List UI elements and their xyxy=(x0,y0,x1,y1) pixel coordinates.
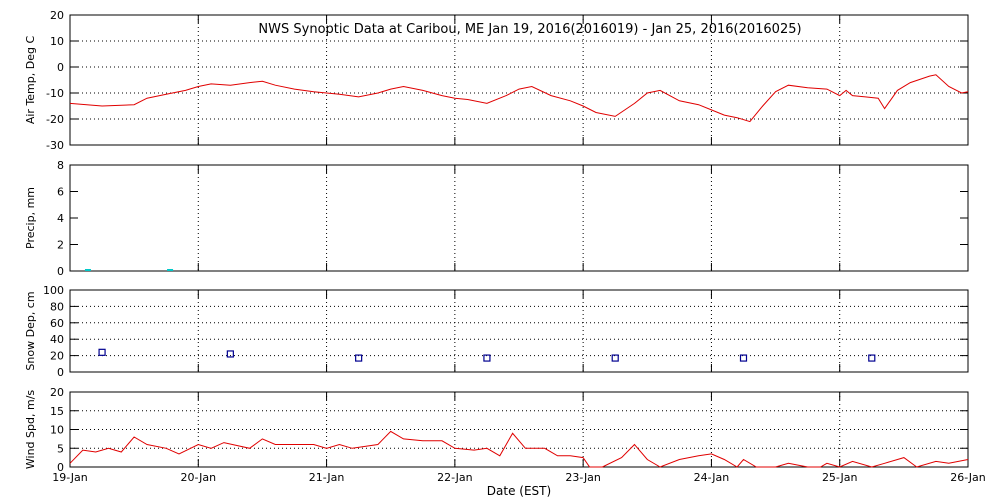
y-tick-label: 8 xyxy=(57,159,64,172)
y-tick-label: 80 xyxy=(50,300,64,313)
x-tick-label: 19-Jan xyxy=(52,471,88,484)
x-tick-label: 23-Jan xyxy=(565,471,601,484)
y-tick-label: 20 xyxy=(50,350,64,363)
y-tick-label: 20 xyxy=(50,9,64,22)
data-point xyxy=(98,348,106,356)
y-tick-label: 5 xyxy=(57,442,64,455)
y-tick-label: 10 xyxy=(50,35,64,48)
y-tick-label: -10 xyxy=(46,87,64,100)
x-tick-label: 26-Jan xyxy=(950,471,986,484)
data-point xyxy=(355,354,363,362)
y-axis-label: Snow Dep, cm xyxy=(24,291,37,370)
precip-bar xyxy=(84,269,91,271)
y-tick-label: 15 xyxy=(50,405,64,418)
x-tick-label: 22-Jan xyxy=(437,471,473,484)
y-tick-label: 0 xyxy=(57,461,64,474)
y-tick-label: 100 xyxy=(43,284,64,297)
plot-frame xyxy=(69,289,969,373)
x-tick-label: 21-Jan xyxy=(309,471,345,484)
y-tick-label: -30 xyxy=(46,139,64,152)
y-tick-label: 20 xyxy=(50,386,64,399)
data-point xyxy=(611,354,619,362)
x-tick-label: 24-Jan xyxy=(694,471,730,484)
y-axis-label: Wind Spd, m/s xyxy=(24,390,37,470)
y-tick-label: 0 xyxy=(57,366,64,379)
y-axis-label: Precip, mm xyxy=(24,187,37,249)
x-tick-label: 20-Jan xyxy=(181,471,217,484)
y-tick-label: 10 xyxy=(50,424,64,437)
y-tick-label: 0 xyxy=(57,265,64,278)
plot-frame xyxy=(69,14,969,146)
y-tick-label: 6 xyxy=(57,186,64,199)
y-tick-label: -20 xyxy=(46,113,64,126)
y-axis-label: Air Temp, Deg C xyxy=(24,36,37,125)
data-line xyxy=(69,74,969,123)
y-tick-label: 40 xyxy=(50,333,64,346)
data-point xyxy=(226,350,234,358)
data-point xyxy=(868,354,876,362)
chart-title: NWS Synoptic Data at Caribou, ME Jan 19,… xyxy=(258,22,801,37)
data-point xyxy=(483,354,491,362)
y-tick-label: 0 xyxy=(57,61,64,74)
x-tick-label: 25-Jan xyxy=(822,471,858,484)
precip-bar xyxy=(167,269,174,271)
data-line xyxy=(69,430,969,468)
y-tick-label: 60 xyxy=(50,317,64,330)
x-axis-label: Date (EST) xyxy=(487,484,551,498)
y-tick-label: 4 xyxy=(57,212,64,225)
data-point xyxy=(739,354,748,362)
y-tick-label: 2 xyxy=(57,239,64,252)
